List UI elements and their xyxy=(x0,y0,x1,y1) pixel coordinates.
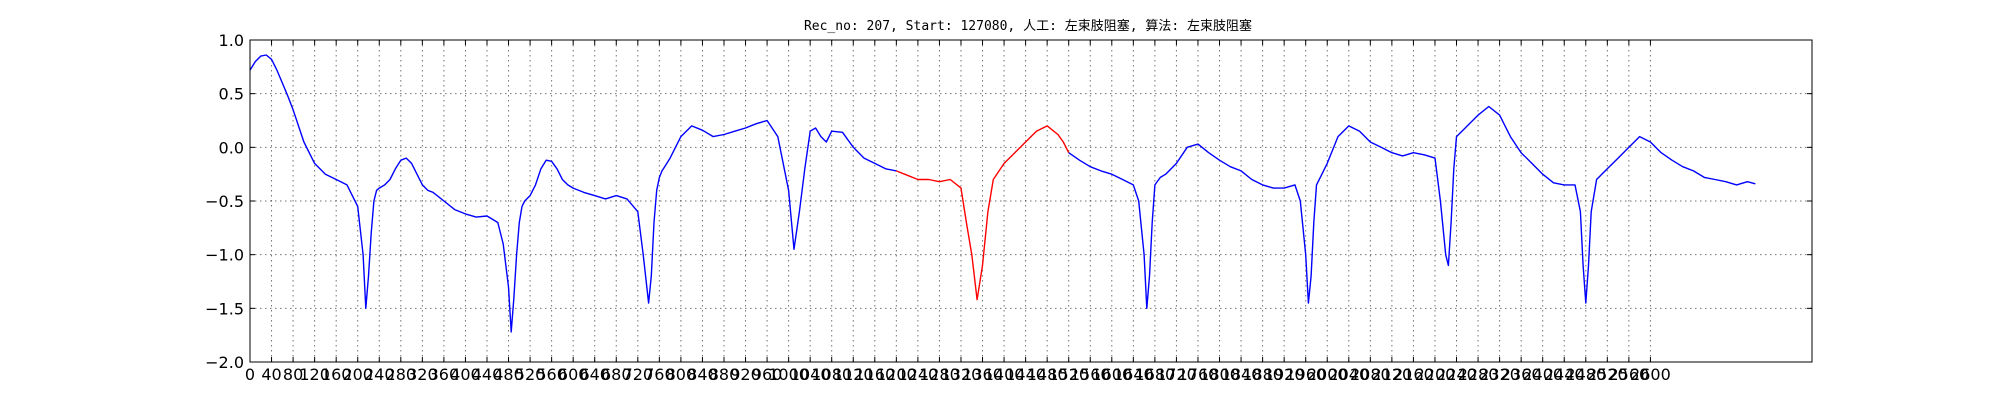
x-tick-label: 720 xyxy=(623,365,654,384)
x-tick-label: 640 xyxy=(579,365,610,384)
x-tick-label: 1720 xyxy=(1156,365,1197,384)
x-tick-label: 680 xyxy=(601,365,632,384)
x-tick-label: 2200 xyxy=(1415,365,1456,384)
x-tick-label: 320 xyxy=(407,365,438,384)
x-tick-label: 1760 xyxy=(1178,365,1219,384)
ecg-segment-3 xyxy=(1068,105,1756,309)
x-tick-label: 240 xyxy=(364,365,395,384)
x-tick-label: 1360 xyxy=(962,365,1003,384)
y-tick-label: −1.5 xyxy=(205,299,244,318)
x-tick-label: 1480 xyxy=(1027,365,1068,384)
x-tick-label: 2280 xyxy=(1458,365,1499,384)
x-tick-label: 2600 xyxy=(1630,365,1671,384)
x-tick-label: 600 xyxy=(558,365,589,384)
x-tick-label: 1200 xyxy=(876,365,917,384)
x-tick-label: 560 xyxy=(536,365,567,384)
x-tick-label: 2040 xyxy=(1328,365,1369,384)
chart-title: Rec_no: 207, Start: 127080, 人工: 左束肢阻塞, 算… xyxy=(804,18,1252,34)
x-tick-label: 1240 xyxy=(898,365,939,384)
y-tick-label: −1.0 xyxy=(205,246,244,265)
x-tick-label: 2320 xyxy=(1479,365,1520,384)
x-tick-label: 840 xyxy=(687,365,718,384)
x-tick-label: 760 xyxy=(644,365,675,384)
x-tick-label: 1960 xyxy=(1285,365,1326,384)
x-tick-label: 2000 xyxy=(1307,365,1348,384)
x-tick-label: 1880 xyxy=(1242,365,1283,384)
x-tick-label: 1920 xyxy=(1264,365,1305,384)
ecg-segment-2 xyxy=(896,125,1070,301)
x-tick-label: 80 xyxy=(283,365,303,384)
x-tick-label: 1160 xyxy=(854,365,895,384)
y-tick-label: −2.0 xyxy=(205,353,244,372)
x-tick-label: 1640 xyxy=(1113,365,1154,384)
x-tick-label: 160 xyxy=(321,365,352,384)
x-tick-label: 880 xyxy=(709,365,740,384)
ticks: 0 40 8012016020024028032036040044048052056… xyxy=(205,31,1812,384)
x-tick-label: 1000 xyxy=(768,365,809,384)
x-tick-label: 2400 xyxy=(1522,365,1563,384)
x-tick-label: 440 xyxy=(472,365,503,384)
x-tick-label: 2560 xyxy=(1609,365,1650,384)
x-tick-label: 2520 xyxy=(1587,365,1628,384)
y-tick-label: 1.0 xyxy=(219,31,244,50)
x-tick-label: 920 xyxy=(730,365,761,384)
x-tick-label: 2440 xyxy=(1544,365,1585,384)
x-tick-label: 40 xyxy=(261,365,281,384)
x-tick-label: 1280 xyxy=(919,365,960,384)
x-tick-label: 2160 xyxy=(1393,365,1434,384)
x-tick-label: 1600 xyxy=(1091,365,1132,384)
x-tick-label: 1400 xyxy=(984,365,1025,384)
y-tick-label: 0.5 xyxy=(219,85,244,104)
x-tick-label: 1560 xyxy=(1070,365,1111,384)
x-tick-label: 280 xyxy=(386,365,417,384)
x-tick-label: 800 xyxy=(666,365,697,384)
x-tick-label: 1520 xyxy=(1048,365,1089,384)
x-tick-label: 520 xyxy=(515,365,546,384)
x-tick-label: 360 xyxy=(429,365,460,384)
x-tick-label: 1680 xyxy=(1135,365,1176,384)
x-tick-label: 2360 xyxy=(1501,365,1542,384)
x-tick-label: 0 xyxy=(245,365,255,384)
x-tick-label: 960 xyxy=(752,365,783,384)
x-tick-label: 200 xyxy=(342,365,373,384)
y-tick-label: 0.0 xyxy=(219,138,244,157)
x-tick-label: 2480 xyxy=(1565,365,1606,384)
x-tick-label: 2080 xyxy=(1350,365,1391,384)
x-tick-label: 120 xyxy=(299,365,330,384)
x-tick-label: 1080 xyxy=(811,365,852,384)
series-group xyxy=(249,54,1756,333)
x-tick-label: 480 xyxy=(493,365,524,384)
x-tick-label: 1120 xyxy=(833,365,874,384)
x-tick-label: 400 xyxy=(450,365,481,384)
x-tick-label: 1320 xyxy=(941,365,982,384)
x-tick-label: 1800 xyxy=(1199,365,1240,384)
x-tick-label: 2240 xyxy=(1436,365,1477,384)
x-tick-label: 1840 xyxy=(1221,365,1262,384)
ecg-segment-1 xyxy=(249,54,897,333)
y-tick-label: −0.5 xyxy=(205,192,244,211)
x-tick-label: 1440 xyxy=(1005,365,1046,384)
x-tick-label: 1040 xyxy=(790,365,831,384)
x-tick-label: 2120 xyxy=(1372,365,1413,384)
